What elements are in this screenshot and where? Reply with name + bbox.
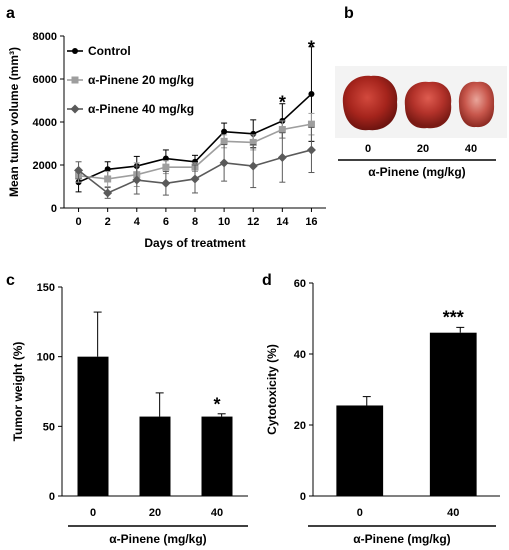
- a-x-tick-label: 2: [105, 216, 111, 228]
- c-x-tick-label: 0: [90, 507, 96, 519]
- d-significance-star: ***: [443, 308, 464, 328]
- c-significance-star: *: [213, 394, 220, 414]
- tumor-40-icon: [458, 81, 495, 128]
- photo-tick-40: 40: [465, 143, 477, 155]
- a-x-axis-label: Days of treatment: [144, 236, 245, 250]
- a-x-tick-label: 12: [247, 216, 259, 228]
- a-data-point: [278, 126, 286, 134]
- c-bar: [139, 416, 171, 496]
- a-legend-marker: [70, 104, 80, 114]
- c-bar: [77, 356, 109, 496]
- c-x-axis-label: α-Pinene (mg/kg): [109, 532, 206, 546]
- a-legend-marker: [72, 48, 78, 54]
- a-y-tick-label: 4000: [33, 117, 57, 129]
- a-data-point: [221, 128, 228, 135]
- photo-tick-0: 0: [365, 143, 371, 155]
- a-data-point: [220, 137, 228, 145]
- a-x-tick-label: 8: [192, 216, 198, 228]
- a-data-point: [132, 175, 142, 185]
- c-y-tick-label: 100: [37, 352, 55, 364]
- a-y-axis-label: Mean tumor volume (mm³): [7, 47, 21, 197]
- d-y-tick-label: 20: [294, 420, 306, 432]
- tumor-volume-line-chart: 0 2000 4000 6000 8000 0 2 4 6 8 10 12 14 16 Days of tr…: [7, 31, 326, 250]
- d-x-axis-label: α-Pinene (mg/kg): [353, 532, 450, 546]
- c-y-axis-label: Tumor weight (%): [11, 342, 25, 442]
- a-data-point: [103, 188, 113, 198]
- panel-letter-d: d: [262, 272, 272, 289]
- d-bar: [429, 332, 477, 496]
- c-bar: [201, 416, 233, 496]
- tumor-photo: [335, 66, 507, 138]
- d-x-tick-label: 40: [447, 507, 459, 519]
- d-y-axis-label: Cytotoxicity (%): [265, 344, 279, 435]
- photo-xlabel: α-Pinene (mg/kg): [368, 165, 465, 179]
- c-y-tick-label: 50: [43, 421, 55, 433]
- a-x-tick-label: 0: [75, 216, 81, 228]
- a-x-tick-label: 4: [134, 216, 141, 228]
- a-y-tick-label: 0: [51, 203, 57, 215]
- a-x-tick-label: 14: [276, 216, 289, 228]
- photo-tick-20: 20: [417, 143, 429, 155]
- a-significance-star: *: [308, 38, 315, 58]
- a-data-point: [219, 158, 229, 168]
- a-data-point: [308, 91, 315, 98]
- a-x-tick-label: 10: [218, 216, 230, 228]
- a-data-point: [307, 120, 315, 128]
- tumor-0-icon: [342, 75, 398, 131]
- a-data-point: [249, 138, 257, 146]
- a-data-point: [104, 166, 111, 173]
- a-legend-label: α-Pinene 40 mg/kg: [88, 102, 194, 116]
- a-legend-label: Control: [88, 44, 131, 58]
- a-significance-star: *: [279, 93, 286, 113]
- c-y-tick-label: 0: [49, 491, 55, 503]
- a-data-point: [306, 145, 316, 155]
- a-y-tick-label: 8000: [33, 31, 57, 43]
- a-data-point: [162, 163, 170, 171]
- a-x-tick-label: 16: [305, 216, 317, 228]
- a-x-tick-label: 6: [163, 216, 169, 228]
- a-legend-marker: [71, 76, 79, 84]
- a-legend-label: α-Pinene 20 mg/kg: [88, 73, 194, 87]
- a-data-point: [74, 165, 84, 175]
- tumor-20-icon: [404, 81, 452, 129]
- d-x-tick-label: 0: [357, 507, 363, 519]
- c-y-tick-label: 150: [37, 282, 55, 294]
- a-data-point: [190, 174, 200, 184]
- d-y-tick-label: 60: [294, 278, 306, 290]
- cytotoxicity-bar-chart: 0 20 40 60 0 40 *** α-Pinene (mg/kg) Cytotoxicit…: [265, 278, 500, 546]
- panel-letter-b: b: [344, 5, 354, 22]
- d-y-tick-label: 0: [300, 491, 306, 503]
- a-data-point: [277, 152, 287, 162]
- panel-letter-c: c: [6, 272, 15, 289]
- a-legend: Control α-Pinene 20 mg/kg α-Pinene 40 mg/k…: [67, 44, 194, 116]
- tumor-weight-bar-chart: 0 50 100 150 0 20 40 * α-Pinene (mg/kg) Tumor wei…: [11, 282, 248, 546]
- a-data-point: [162, 155, 169, 162]
- d-y-tick-label: 40: [294, 349, 306, 361]
- a-data-point: [161, 178, 171, 188]
- c-x-tick-label: 20: [149, 507, 161, 519]
- a-y-tick-label: 2000: [33, 160, 57, 172]
- a-y-tick-label: 6000: [33, 74, 57, 86]
- a-data-point: [248, 161, 258, 171]
- a-data-point: [104, 175, 112, 183]
- d-bar: [336, 405, 384, 496]
- a-series-2: [74, 126, 316, 199]
- c-x-tick-label: 40: [211, 507, 223, 519]
- panel-letter-a: a: [6, 5, 15, 22]
